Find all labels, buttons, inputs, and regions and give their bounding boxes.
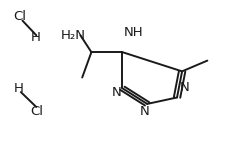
Text: H: H <box>13 82 23 95</box>
Text: N: N <box>180 81 190 94</box>
Text: NH: NH <box>124 27 143 40</box>
Text: Cl: Cl <box>13 10 26 23</box>
Text: Cl: Cl <box>30 105 44 118</box>
Text: H₂N: H₂N <box>61 29 86 42</box>
Text: N: N <box>140 105 150 118</box>
Text: H: H <box>30 31 40 44</box>
Text: N: N <box>112 86 121 99</box>
